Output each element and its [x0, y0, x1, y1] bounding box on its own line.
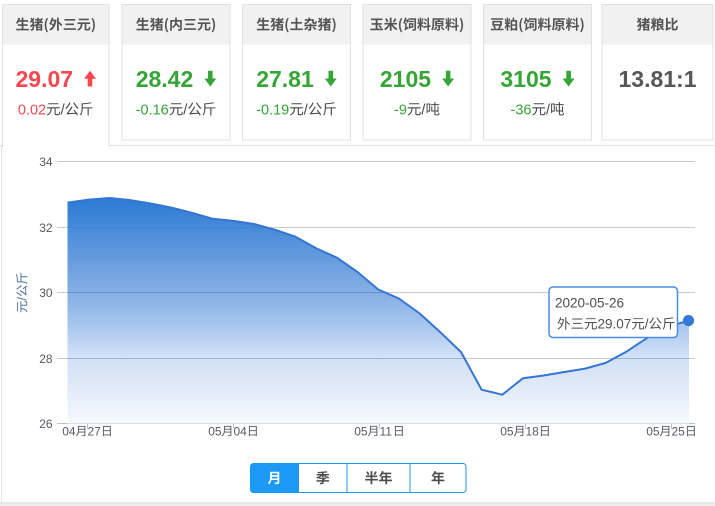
svg-text:/: / — [304, 102, 309, 118]
svg-text:05: 05 — [354, 424, 368, 438]
svg-text:/: / — [645, 317, 649, 332]
svg-text:28.42: 28.42 — [136, 66, 194, 92]
svg-text:11: 11 — [380, 424, 393, 438]
svg-text:32: 32 — [39, 221, 53, 235]
svg-text:/: / — [183, 102, 188, 118]
svg-text:30: 30 — [39, 286, 53, 300]
svg-text:13.81:1: 13.81:1 — [619, 66, 697, 92]
svg-text:29.07: 29.07 — [598, 317, 632, 332]
svg-text:-9: -9 — [394, 102, 407, 118]
svg-text:28: 28 — [39, 352, 53, 366]
svg-text:29.07: 29.07 — [16, 66, 74, 92]
svg-text:05: 05 — [500, 424, 514, 438]
svg-text:0.02: 0.02 — [18, 102, 46, 118]
svg-text:18: 18 — [526, 424, 540, 438]
svg-text:-0.19: -0.19 — [256, 102, 289, 118]
svg-text:05: 05 — [208, 424, 222, 438]
svg-text:2105: 2105 — [380, 66, 431, 92]
svg-text:26: 26 — [39, 417, 53, 431]
svg-text:/: / — [546, 102, 551, 118]
svg-text:27: 27 — [88, 424, 102, 438]
svg-text:25: 25 — [672, 424, 686, 438]
svg-text:/: / — [421, 102, 426, 118]
svg-text:27.81: 27.81 — [256, 66, 314, 92]
svg-text:04: 04 — [62, 424, 76, 438]
svg-text:05: 05 — [646, 424, 660, 438]
svg-text:/: / — [16, 297, 30, 301]
svg-text:-0.16: -0.16 — [136, 102, 169, 118]
svg-text:-36: -36 — [511, 102, 532, 118]
svg-text:34: 34 — [39, 155, 53, 169]
svg-text:2020-05-26: 2020-05-26 — [555, 296, 624, 311]
svg-text:04: 04 — [234, 424, 248, 438]
svg-text:/: / — [61, 102, 66, 118]
svg-text:3105: 3105 — [500, 66, 551, 92]
